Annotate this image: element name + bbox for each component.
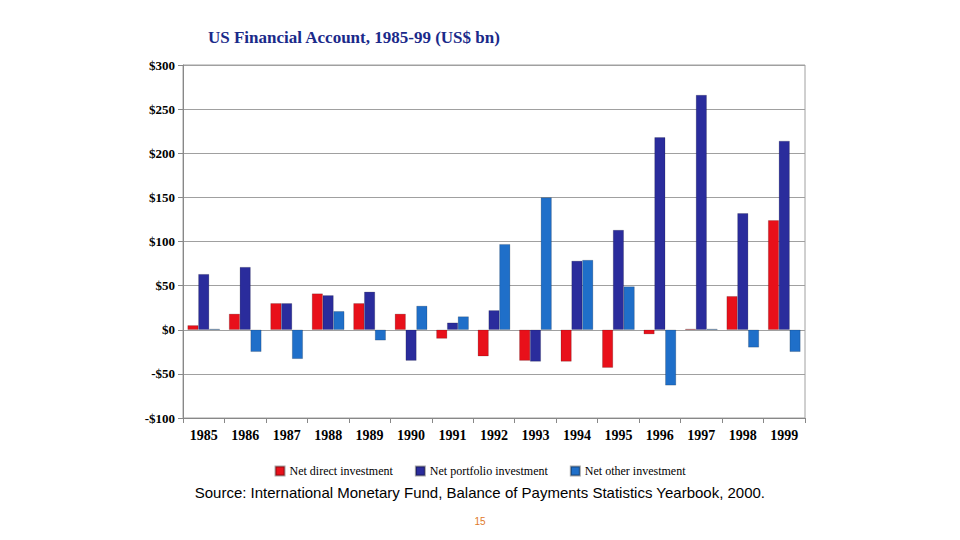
svg-text:1996: 1996	[646, 428, 674, 443]
svg-text:1991: 1991	[439, 428, 467, 443]
svg-text:-$100: -$100	[145, 411, 175, 426]
svg-text:15: 15	[474, 516, 486, 527]
svg-text:$100: $100	[149, 234, 175, 249]
svg-text:-$50: -$50	[151, 366, 175, 381]
svg-text:1990: 1990	[397, 428, 425, 443]
svg-text:1988: 1988	[314, 428, 342, 443]
svg-text:1989: 1989	[356, 428, 384, 443]
svg-text:$300: $300	[149, 58, 175, 73]
svg-text:Net portfolio investment: Net portfolio investment	[430, 464, 549, 478]
svg-text:1985: 1985	[190, 428, 218, 443]
svg-text:1987: 1987	[273, 428, 301, 443]
svg-text:Source: International Monetary: Source: International Monetary Fund, Bal…	[195, 484, 765, 501]
svg-text:1986: 1986	[231, 428, 259, 443]
svg-text:1998: 1998	[729, 428, 757, 443]
svg-text:1995: 1995	[604, 428, 632, 443]
svg-text:$200: $200	[149, 146, 175, 161]
svg-text:1993: 1993	[521, 428, 549, 443]
svg-text:Net direct investment: Net direct investment	[290, 464, 394, 478]
svg-text:Net other investment: Net other investment	[585, 464, 686, 478]
svg-text:$250: $250	[149, 102, 175, 117]
svg-text:1994: 1994	[563, 428, 591, 443]
svg-text:1992: 1992	[480, 428, 508, 443]
svg-text:US Financial Account, 1985-99: US Financial Account, 1985-99 (US$ bn)	[208, 28, 500, 47]
svg-text:$0: $0	[162, 322, 175, 337]
svg-text:$50: $50	[156, 278, 176, 293]
svg-text:$150: $150	[149, 190, 175, 205]
svg-text:1997: 1997	[687, 428, 715, 443]
svg-text:1999: 1999	[770, 428, 798, 443]
